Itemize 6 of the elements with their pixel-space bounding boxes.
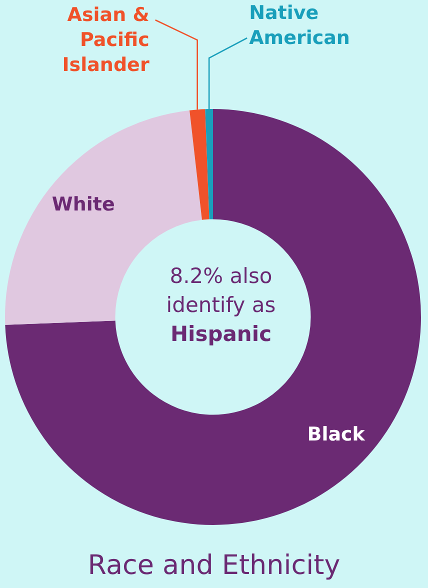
text: Race and Ethnicity xyxy=(86,550,342,581)
slice-label: White xyxy=(52,194,115,216)
slice-label: Native American xyxy=(249,2,350,49)
slice-label: Asian & Pacific Islander xyxy=(62,4,150,76)
text: 8.2% also identify as Hispanic xyxy=(166,264,276,346)
slice-label: Black xyxy=(307,423,366,446)
